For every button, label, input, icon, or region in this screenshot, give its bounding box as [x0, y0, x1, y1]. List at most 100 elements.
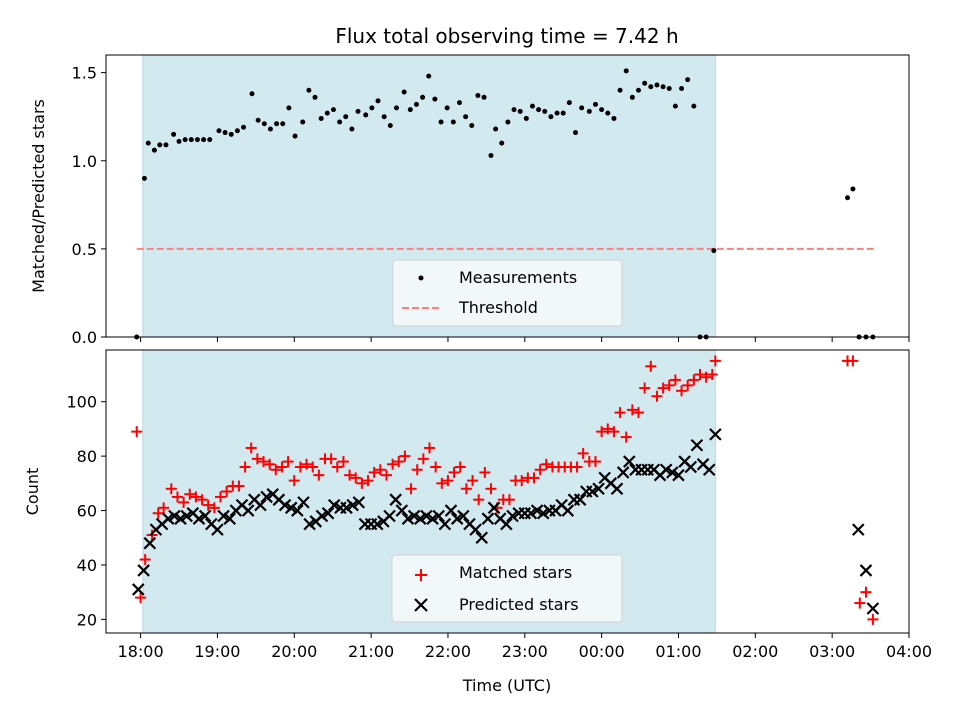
y-tick-label: 1.5 [72, 64, 97, 83]
matched-star-point [854, 597, 866, 609]
measurement-point [469, 123, 475, 128]
matched-star-point [264, 458, 276, 470]
predicted-star-point [684, 460, 698, 474]
matched-star-point [503, 494, 515, 506]
matched-star-point [709, 355, 721, 367]
measurement-point [349, 126, 355, 132]
predicted-star-point [131, 583, 145, 596]
matched-star-point [387, 458, 399, 470]
predicted-star-point [352, 496, 366, 509]
matched-star-point [184, 488, 196, 500]
measurement-point [363, 112, 369, 118]
matched-star-point [534, 464, 546, 476]
matched-star-point [282, 456, 294, 468]
bottom-y-ticks: 20 40 60 80 100 [66, 393, 106, 629]
measurement-point [599, 107, 605, 113]
matched-star-point [139, 554, 151, 566]
matched-star-point [430, 461, 442, 473]
matched-star-point [608, 426, 620, 438]
top-axes-frame [105, 54, 910, 338]
predicted-star-point [623, 455, 636, 468]
matched-star-point [651, 390, 663, 402]
predicted-star-point [561, 504, 575, 517]
matched-star-point [645, 360, 657, 372]
matched-star-point [344, 469, 356, 481]
predicted-star-point [610, 482, 624, 496]
bottom-y-axis-label: Count [23, 468, 42, 516]
predicted-star-point [211, 523, 224, 536]
matched-star-point [669, 374, 681, 386]
matched-star-point [454, 461, 466, 473]
predicted-star-point [866, 602, 880, 615]
measurement-point [261, 121, 267, 127]
matched-star-point [135, 592, 147, 604]
measurement-point [711, 248, 717, 254]
matched-star-point [467, 475, 479, 487]
matched-star-point [571, 461, 583, 473]
predicted-star-point [709, 428, 722, 441]
measurement-point [182, 137, 188, 143]
matched-star-point [663, 379, 675, 391]
matched-star-point [706, 368, 718, 380]
measurement-point [280, 121, 286, 127]
measurement-point [413, 101, 419, 107]
x-tick-label: 22:00 [425, 642, 471, 661]
matched-star-point [362, 475, 374, 487]
measurement-point [605, 110, 611, 116]
measurement-point [151, 147, 157, 153]
measurement-point [566, 100, 572, 106]
predicted-star-point [457, 509, 470, 523]
top-x-ticks [140, 337, 910, 342]
legend-predicted-label: Predicted stars [459, 595, 579, 614]
measurement-point [312, 94, 318, 100]
predicted-star-point [672, 468, 685, 482]
y-tick-label: 100 [66, 393, 97, 412]
predicted-star-point [702, 463, 716, 477]
matched-star-point [202, 499, 214, 511]
measurement-point [401, 89, 407, 95]
predicted-star-point [137, 564, 150, 577]
measurement-point [171, 131, 177, 137]
matched-star-point [350, 472, 362, 484]
matched-star-point [393, 456, 405, 468]
predicted-star-point [573, 493, 587, 506]
measurement-point [642, 80, 648, 86]
matched-star-point [288, 475, 300, 487]
matched-star-point [516, 475, 528, 487]
matched-star-point [411, 464, 423, 476]
count-panel: 20 40 60 80 100 18:00 19:00 20:00 21:00 22:00 23:… [23, 349, 932, 695]
measurement-point [488, 152, 494, 158]
matched-star-point [214, 491, 226, 503]
y-tick-label: 40 [77, 556, 97, 575]
predicted-star-point [241, 504, 255, 517]
matched-star-point [196, 494, 208, 506]
predicted-star-point [469, 523, 482, 536]
measurement-point [554, 110, 560, 116]
bottom-legend-box [391, 554, 623, 623]
predicted-star-point [487, 501, 501, 515]
matched-star-point [301, 458, 313, 470]
measurement-point [300, 119, 306, 125]
matched-star-point [479, 466, 491, 478]
y-tick-label: 1.0 [72, 152, 97, 171]
measurement-point [611, 115, 617, 121]
measurement-point [463, 114, 469, 120]
x-axis-label: Time (UTC) [462, 676, 551, 695]
matched-star-point [639, 382, 651, 394]
predicted-star-point [690, 438, 704, 452]
matched-star-point [424, 442, 436, 454]
matched-star-point [146, 529, 158, 541]
predicted-star-point [475, 531, 489, 545]
measurement-point [542, 108, 548, 114]
matched-star-point [528, 472, 540, 484]
predicted-star-point [616, 466, 630, 479]
measurement-point [234, 128, 240, 134]
measurement-point [517, 108, 523, 114]
measurement-point [636, 87, 642, 93]
matched-star-point [847, 355, 859, 367]
measurement-point [176, 138, 182, 144]
measurement-point [337, 119, 343, 125]
matched-star-points [131, 355, 879, 625]
predicted-star-point [143, 536, 157, 550]
